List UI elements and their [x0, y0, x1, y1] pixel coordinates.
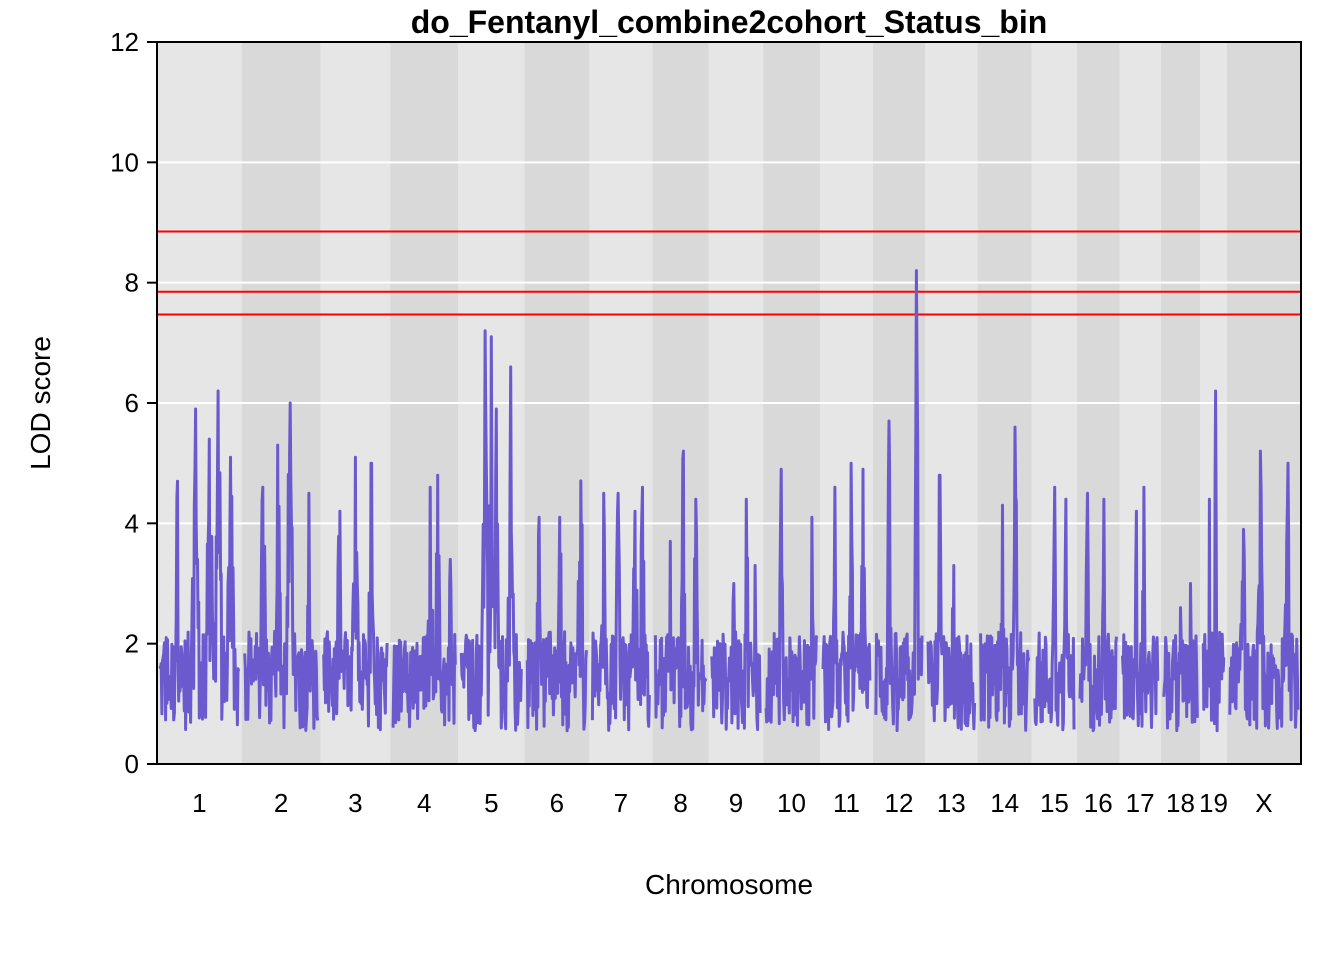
- lod-trace-chr-10: [764, 467, 819, 727]
- x-tick-label-3: 3: [348, 788, 362, 818]
- x-tick-label-18: 18: [1166, 788, 1195, 818]
- lod-trace-chr-14: [979, 425, 1031, 732]
- lod-trace-chr-2: [243, 401, 320, 732]
- lod-trace-chr-19: [1201, 389, 1226, 733]
- lod-trace-chr-16: [1078, 491, 1118, 733]
- lod-trace-chr-4: [391, 473, 457, 729]
- y-axis-title: LOD score: [25, 336, 56, 470]
- x-tick-label-6: 6: [550, 788, 564, 818]
- x-tick-label-13: 13: [937, 788, 966, 818]
- x-tick-label-X: X: [1255, 788, 1272, 818]
- lod-series: [158, 269, 1300, 733]
- x-tick-label-14: 14: [990, 788, 1019, 818]
- x-tick-label-11: 11: [833, 788, 860, 818]
- lod-trace-chr-5: [459, 329, 523, 733]
- x-tick-label-10: 10: [777, 788, 806, 818]
- lod-trace-chr-9: [710, 497, 762, 731]
- x-tick-label-5: 5: [484, 788, 498, 818]
- lod-trace-chr-3: [322, 455, 389, 732]
- x-tick-label-1: 1: [192, 788, 206, 818]
- lod-trace-chr-12: [874, 269, 924, 733]
- y-tick-label-8: 8: [125, 268, 139, 298]
- y-tick-label-0: 0: [125, 749, 139, 779]
- lod-trace-chr-1: [158, 389, 241, 731]
- lod-trace-chr-8: [653, 449, 708, 732]
- x-tick-label-8: 8: [673, 788, 687, 818]
- x-axis: 1 2 3 4 5 6 7 8 9 10 11 12 13 14 15 16 17 18 19 X: [192, 788, 1272, 818]
- x-tick-label-19: 19: [1199, 788, 1228, 818]
- x-axis-title: Chromosome: [645, 869, 813, 900]
- lod-trace-chr-11: [821, 461, 872, 731]
- x-tick-label-17: 17: [1126, 788, 1155, 818]
- chart-title: do_Fentanyl_combine2cohort_Status_bin: [411, 4, 1048, 40]
- y-axis: 0 2 4 6 8 10 12: [110, 27, 157, 779]
- lod-trace-chr-X: [1228, 449, 1300, 730]
- y-tick-label-10: 10: [110, 147, 139, 177]
- x-tick-label-7: 7: [614, 788, 628, 818]
- lod-trace-chr-17: [1121, 485, 1160, 729]
- x-tick-label-15: 15: [1040, 788, 1069, 818]
- y-tick-label-2: 2: [125, 629, 139, 659]
- y-tick-label-12: 12: [110, 27, 139, 57]
- x-tick-label-9: 9: [729, 788, 743, 818]
- lod-trace-chr-6: [525, 479, 588, 733]
- lod-trace-chr-7: [590, 485, 651, 732]
- x-tick-label-2: 2: [274, 788, 288, 818]
- x-tick-label-12: 12: [885, 788, 914, 818]
- y-tick-label-6: 6: [125, 388, 139, 418]
- y-tick-label-4: 4: [125, 508, 139, 538]
- x-tick-label-16: 16: [1084, 788, 1113, 818]
- lod-trace-chr-18: [1162, 582, 1199, 733]
- threshold-lines: [157, 230, 1301, 316]
- lod-trace-chr-13: [926, 473, 977, 731]
- x-tick-label-4: 4: [417, 788, 431, 818]
- lod-trace-chr-15: [1033, 485, 1076, 732]
